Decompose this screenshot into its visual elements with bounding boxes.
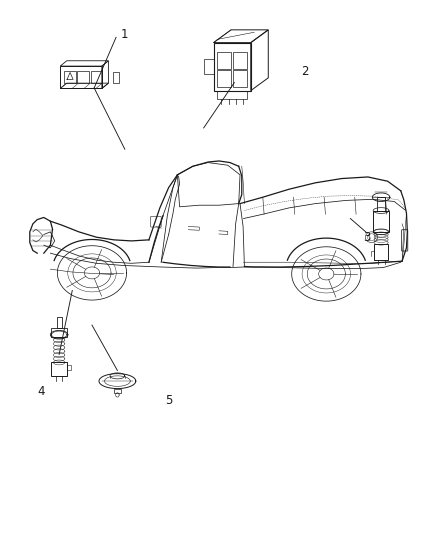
Text: 3: 3	[364, 231, 371, 244]
Text: 4: 4	[38, 385, 46, 398]
Text: 2: 2	[300, 66, 308, 78]
Text: 5: 5	[165, 394, 172, 407]
Text: 1: 1	[121, 28, 129, 41]
